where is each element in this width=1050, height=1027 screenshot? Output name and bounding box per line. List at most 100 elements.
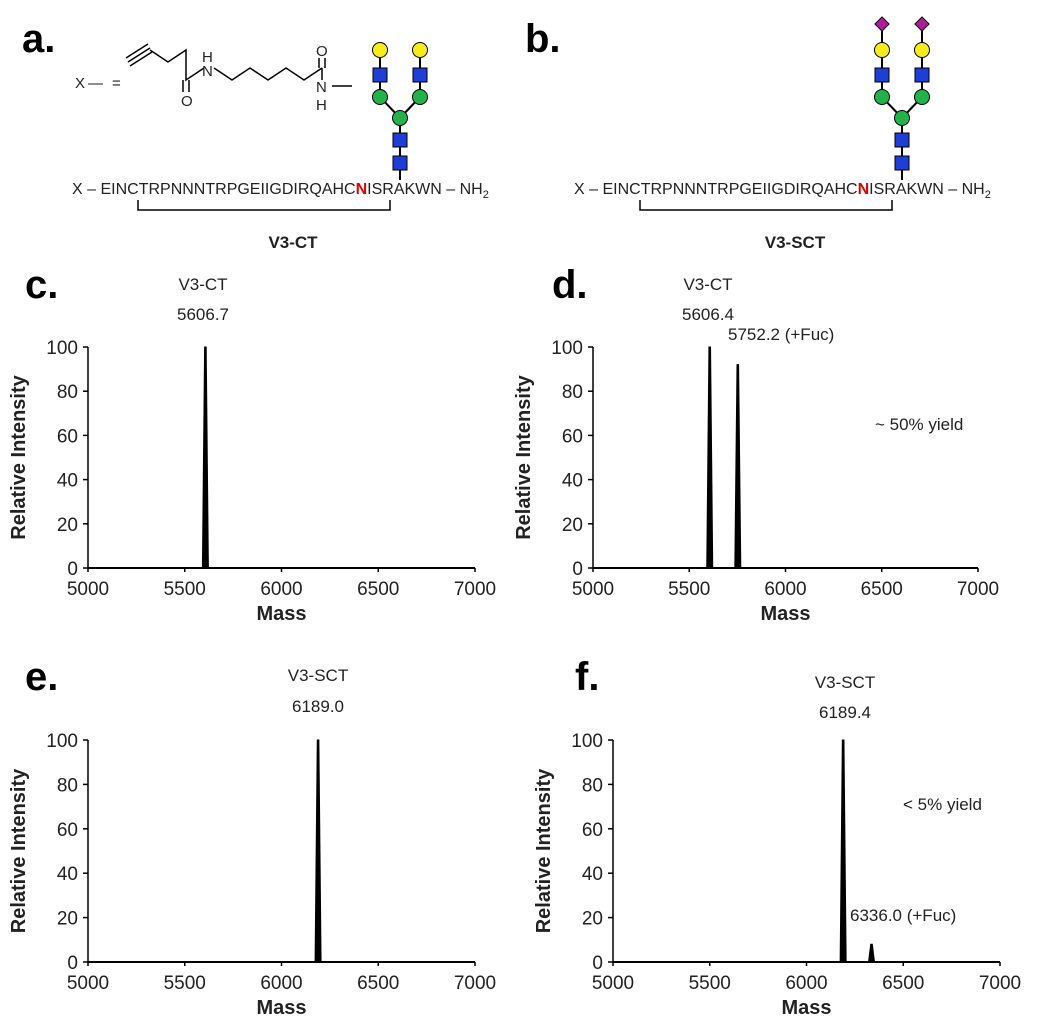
sialic-acid (874, 16, 890, 32)
annotation: 6189.4 (819, 703, 871, 722)
atom: O (181, 93, 193, 110)
x-tick-label: 7000 (454, 973, 496, 994)
y-tick-label: 80 (582, 775, 603, 796)
y-tick-label: 0 (572, 559, 583, 580)
sialic-acid (914, 16, 930, 32)
x-tick-label: 5500 (689, 973, 731, 994)
y-axis-label: Relative Intensity (533, 768, 555, 933)
annotation: < 5% yield (903, 795, 982, 814)
peak (734, 364, 742, 569)
annotation: 5752.2 (+Fuc) (728, 325, 834, 344)
atom: H (202, 49, 213, 66)
linker-dash: — (88, 75, 103, 92)
x-axis-label: Mass (256, 603, 306, 625)
atom: N (202, 63, 213, 80)
x-tick-label: 6000 (764, 579, 806, 600)
glcnac (412, 67, 428, 83)
atom: N (316, 79, 327, 96)
x-tick-label: 5000 (592, 973, 634, 994)
sequence: X – EINCTRPNNNTRPGEIIGDIRQAHCNISRAKWN – … (574, 181, 991, 201)
x-tick-label: 5000 (67, 579, 109, 600)
panel-label: b. (525, 17, 561, 61)
peptide-name: V3-CT (268, 233, 318, 252)
hexose (372, 89, 388, 105)
x-tick-label: 6500 (861, 579, 903, 600)
annotation: ~ 50% yield (875, 415, 963, 434)
disulfide-bracket (137, 200, 391, 211)
hexose (874, 42, 890, 58)
annotation: V3-CT (683, 275, 732, 294)
hexose (914, 89, 930, 105)
panel-label: a. (22, 17, 55, 61)
atom: H (316, 97, 327, 114)
y-tick-label: 20 (562, 515, 583, 536)
hexose (914, 42, 930, 58)
y-tick-label: 100 (46, 731, 78, 752)
annotation: 6189.0 (292, 697, 344, 716)
y-tick-label: 40 (562, 471, 583, 492)
peak (706, 346, 714, 569)
hexose (372, 42, 388, 58)
y-tick-label: 60 (57, 820, 78, 841)
y-tick-label: 80 (562, 382, 583, 403)
glcnac (894, 155, 910, 171)
hexose (894, 110, 910, 126)
x-tick-label: 7000 (454, 579, 496, 600)
x-tick-label: 6500 (357, 579, 399, 600)
x-tick-label: 5500 (164, 973, 206, 994)
y-tick-label: 100 (571, 731, 603, 752)
x-tick-label: 6000 (260, 973, 302, 994)
annotation: V3-CT (178, 275, 227, 294)
panel-label: e. (25, 655, 58, 699)
y-tick-label: 60 (562, 426, 583, 447)
peak (314, 739, 322, 963)
hexose (874, 89, 890, 105)
y-tick-label: 40 (57, 471, 78, 492)
x-tick-label: 7000 (979, 973, 1021, 994)
glcnac (874, 67, 890, 83)
y-tick-label: 100 (551, 338, 583, 359)
x-tick-label: 7000 (957, 579, 999, 600)
y-tick-label: 0 (67, 559, 78, 580)
annotation: 6336.0 (+Fuc) (850, 906, 956, 925)
disulfide-bracket (639, 200, 893, 211)
y-axis-label: Relative Intensity (8, 374, 30, 539)
hexose (412, 42, 428, 58)
x-tick-label: 5000 (572, 579, 614, 600)
peak (839, 739, 847, 963)
x-axis-label: Mass (781, 997, 831, 1019)
y-tick-label: 100 (46, 338, 78, 359)
x-tick-label: 5500 (164, 579, 206, 600)
panel-label: c. (25, 263, 58, 307)
x-tick-label: 6500 (357, 973, 399, 994)
x-tick-label: 6000 (260, 579, 302, 600)
peak (201, 346, 209, 569)
y-tick-label: 20 (582, 909, 603, 930)
hexose (392, 110, 408, 126)
glycan (372, 42, 428, 180)
y-axis-label: Relative Intensity (513, 374, 535, 539)
y-tick-label: 40 (57, 864, 78, 885)
annotation: V3-SCT (288, 666, 348, 685)
x-tick-label: 6000 (785, 973, 827, 994)
panel-label: f. (575, 655, 599, 699)
atom: O (316, 43, 328, 60)
peptide-name: V3-SCT (765, 233, 826, 252)
x-axis-label: Mass (256, 997, 306, 1019)
annotation: 5606.7 (177, 305, 229, 324)
peak (867, 943, 876, 963)
y-tick-label: 80 (57, 382, 78, 403)
glcnac (392, 132, 408, 148)
y-tick-label: 60 (582, 820, 603, 841)
x-tick-label: 6500 (882, 973, 924, 994)
annotation: V3-SCT (815, 673, 875, 692)
annotation: 5606.4 (682, 305, 734, 324)
linker-eq: = (112, 75, 121, 92)
glycan (874, 16, 930, 180)
glcnac (894, 132, 910, 148)
glcnac (392, 155, 408, 171)
sequence: X – EINCTRPNNNTRPGEIIGDIRQAHCNISRAKWN – … (72, 181, 489, 201)
x-tick-label: 5500 (668, 579, 710, 600)
y-tick-label: 20 (57, 909, 78, 930)
